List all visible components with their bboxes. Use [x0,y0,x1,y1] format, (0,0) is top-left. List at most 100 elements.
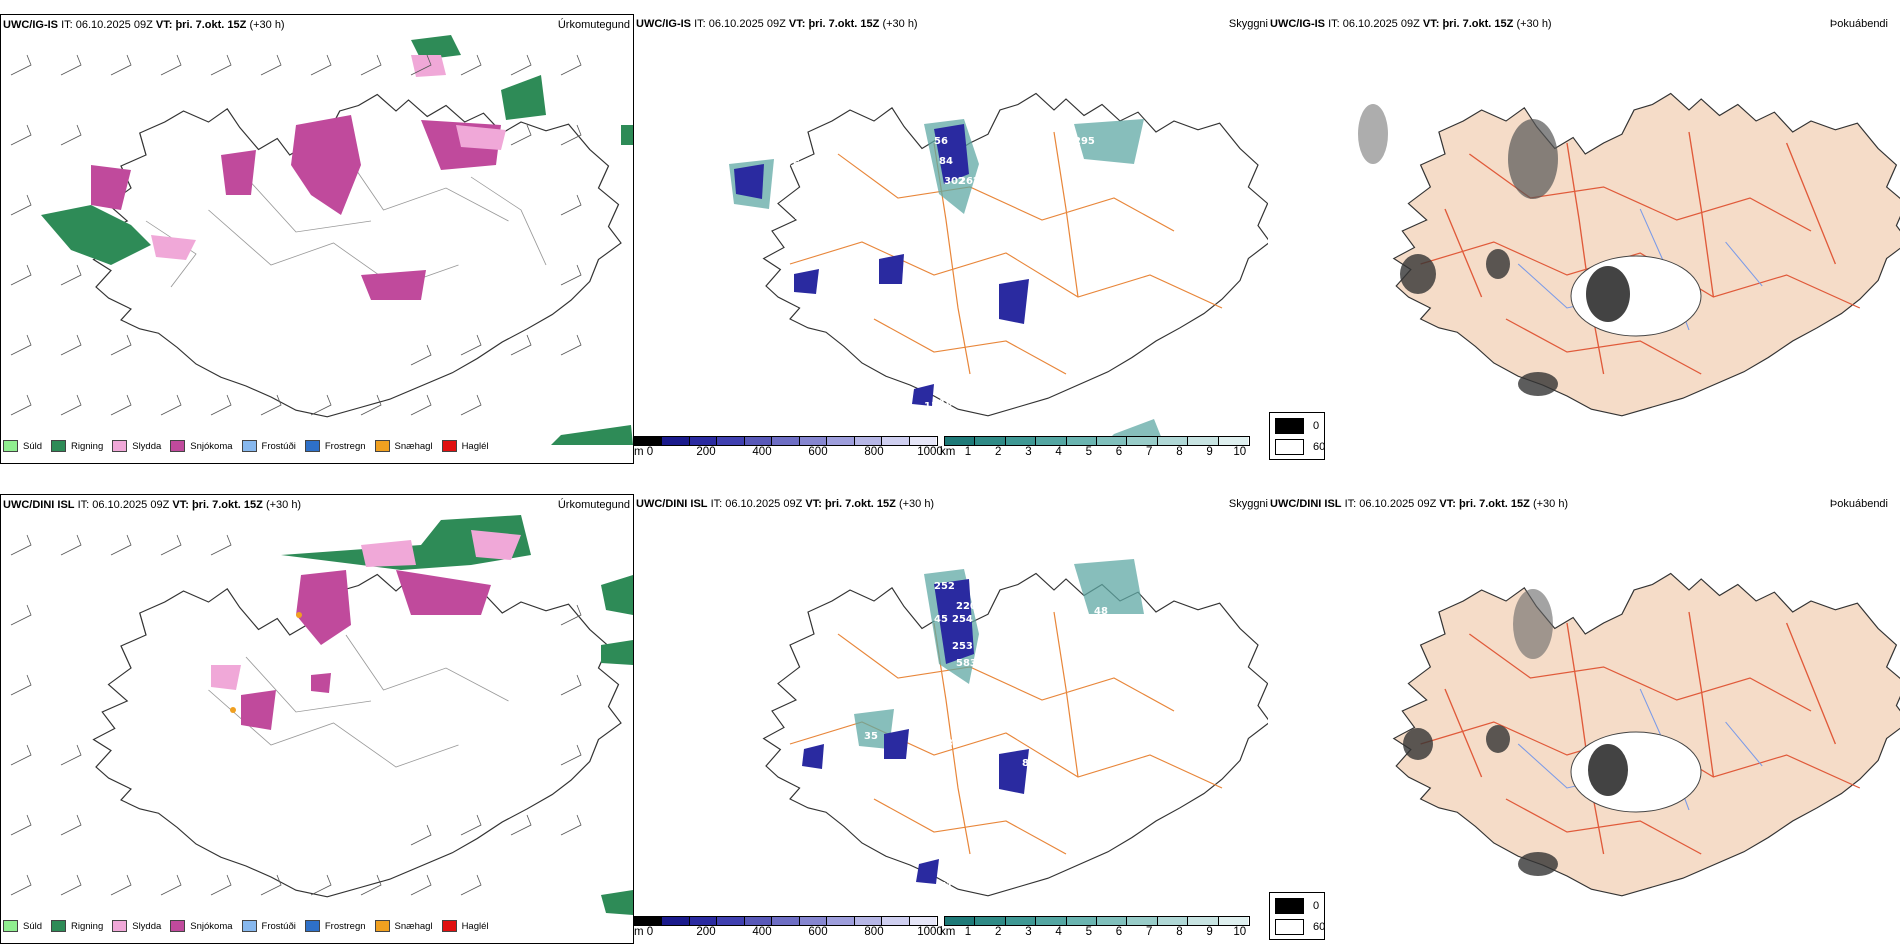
precip-legend-label: Snæhagl [394,920,433,932]
cloudbase-value-label: 10 [1044,824,1058,835]
fog-legend-swatch [1275,919,1304,935]
fog-shading [1403,589,1702,876]
colorbar-segment [1127,917,1158,925]
colorbar-segment [1096,917,1128,925]
colorbar-tick-label: 9 [1206,446,1213,458]
colorbar-segment [882,917,910,925]
fog-panel-row1: UWC/IG-IS IT: 06.10.2025 09Z VT: þri. 7.… [1268,14,1900,464]
precip-legend-item: Súld [3,440,42,452]
cloudbase-value-label: 220 [956,601,977,612]
fog-map [1393,572,1900,897]
cloudbase-areas [802,579,1029,884]
precip-legend-item: Slydda [112,440,161,452]
precip-legend-item: Rigning [51,440,103,452]
colorbar-segment [689,437,718,445]
ice-pellet-areas [230,612,302,713]
cloudbase-value-label: 105 [809,176,830,187]
precip-legend-swatch [3,440,18,452]
cloudbase-value-label: 76 [786,159,800,170]
precip-legend-label: Snjókoma [190,440,233,452]
precip-legend-label: Súld [23,440,43,452]
colorbar-tick-label: 2 [994,446,1002,458]
colorbar-tick-label: 600 [808,926,828,938]
fog-legend-row: 0 [1275,418,1319,434]
precip-legend-label: Frostúði [261,440,296,452]
cloudbase-value-label: 59 [1014,594,1028,605]
precip-legend-label: Rigning [71,920,104,932]
sleet-areas [211,530,521,690]
precip-map [10,35,633,445]
precip-legend-label: Frostregn [324,440,366,452]
colorbar-segment [1157,437,1189,445]
precip-legend-swatch [3,920,18,932]
cloudbase-value-label: 33 [774,96,788,107]
colorbar-tick-label: 2 [994,926,1002,938]
cloudbase-value-label: 295 [1074,136,1095,147]
colorbar-tick-label: 6 [1115,446,1123,458]
colorbar-tick-label: 9 [1206,926,1213,938]
colorbar-segment [1096,437,1128,445]
colorbar-segment [635,437,663,445]
colorbar-segment [772,917,800,925]
colorbar-segment [772,437,800,445]
colorbar-segment [744,437,773,445]
fog-legend-row: 0 [1275,898,1319,914]
fog-shading [1358,104,1702,396]
precip-legend-item: Frostúði [241,920,296,932]
fog-legend-swatch [1275,439,1304,455]
colorbar-segment [909,437,936,445]
colorbar-tick-label: 10 [1233,926,1247,938]
fog-title: Þokuábendi [1829,18,1888,30]
fog-map [1358,92,1900,417]
cloudbase-value-label: 74 [934,258,948,269]
precip-legend-label: Haglél [461,920,489,932]
header-row2-cloud: UWC/DINI ISL IT: 06.10.2025 09Z VT: þri.… [636,498,935,510]
fog-legend-row: 60 [1275,919,1325,935]
colorbar-tick-label: 5 [1085,926,1092,938]
precip-legend-swatch [304,440,320,452]
colorbar-segment [1066,917,1097,925]
precip-legend-swatch [51,920,67,932]
colorbar-segment [1036,437,1067,445]
colorbar-segment [827,917,855,925]
colorbar-segment [689,917,718,925]
colorbar-tick-label: 0 [646,446,654,458]
precip-legend-swatch [374,920,390,932]
precip-legend-label: Slydda [132,440,162,452]
fog-legend: 0 60 [1269,892,1325,940]
colorbar-segment [854,917,883,925]
fog-legend-label: 0 [1313,900,1320,912]
rain-areas [41,35,633,445]
visibility-colorbar: km 1 2 3 4 5 6 7 8 9 10 [940,436,1268,464]
colorbar-segment [799,917,828,925]
colorbar-tick-label: 4 [1055,446,1062,458]
colorbar-tick-label: 200 [696,926,716,938]
precip-panel-row2: UWC/DINI ISL IT: 06.10.2025 09Z VT: þri.… [0,494,634,944]
cloudbase-value-label: 262 [959,176,980,187]
precip-legend-item: Snjókoma [170,440,233,452]
cloudbase-value-label: 133 [1094,274,1115,285]
colorbar-tick-label: 3 [1025,926,1032,938]
colorbar-tick-label: 3 [1025,446,1032,458]
colorbar-segment [945,917,976,925]
precip-legend-label: Snæhagl [394,440,433,452]
colorbar-segment [975,917,1006,925]
colorbar-segment [854,437,883,445]
precip-legend-label: Frostúði [261,920,296,932]
header-row1-precip: UWC/IG-IS IT: 06.10.2025 09Z VT: þri. 7.… [3,19,285,31]
colorbar-segment [1157,917,1189,925]
fog-panel-row2: UWC/DINI ISL IT: 06.10.2025 09Z VT: þri.… [1268,494,1900,944]
precip-legend: Súld Rigning Slydda Snjókoma Frostúði Frostre… [3,916,498,936]
colorbar-tick-label: 200 [696,446,716,458]
cloudbase-value-label: 252 [934,581,955,592]
cloudbase-value-label: 82 [1022,758,1036,769]
cloudbase-value-label: 583 [956,658,977,669]
cloudbase-value-label: 245 [774,254,795,265]
precip-legend: Súld Rigning Slydda Snjókoma Frostúði Frostre… [3,436,498,456]
colorbar-segment [1188,437,1219,445]
fog-legend-label: 60 [1313,921,1326,933]
colorbar-tick-label: 10 [1233,446,1247,458]
fog-legend-label: 0 [1313,420,1320,432]
colorbar-segment [909,917,936,925]
